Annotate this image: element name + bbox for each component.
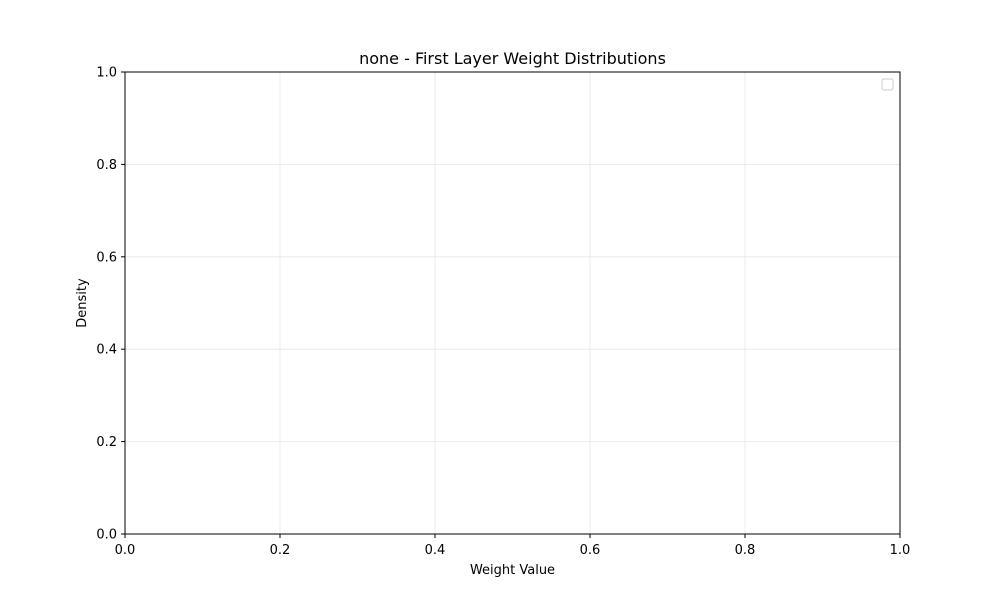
y-tick-label: 0.4 <box>96 343 117 358</box>
y-tick-label: 0.8 <box>96 158 117 173</box>
y-tick-label: 0.2 <box>96 435 117 450</box>
grid <box>124 71 901 535</box>
y-tick-label: 1.0 <box>96 66 117 81</box>
y-tick-label: 0.0 <box>96 528 117 543</box>
plot-frame <box>124 71 901 535</box>
x-tick-label: 0.0 <box>115 543 136 558</box>
y-tick-label: 0.6 <box>96 250 117 265</box>
x-tick-label: 1.0 <box>890 543 911 558</box>
y-axis-label: Density <box>75 278 90 328</box>
x-tick-label: 0.8 <box>735 543 756 558</box>
x-tick-label: 0.6 <box>580 543 601 558</box>
ticks: 0.0 0.2 0.4 0.6 0.8 1.0 0.0 0.2 0.4 0.6 0.8 1.0 <box>96 66 910 559</box>
x-axis-label: Weight Value <box>470 563 555 578</box>
chart-title: none - First Layer Weight Distributions <box>359 49 666 68</box>
legend-box <box>881 78 894 91</box>
x-tick-label: 0.2 <box>270 543 291 558</box>
x-tick-label: 0.4 <box>425 543 446 558</box>
